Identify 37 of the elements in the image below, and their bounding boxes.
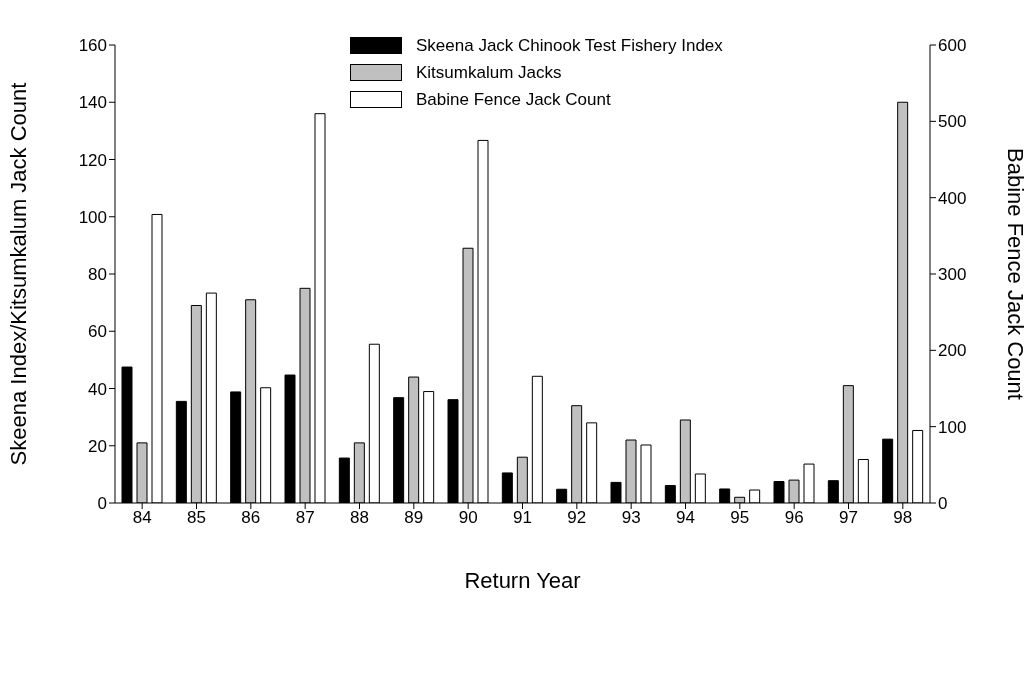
y-tick-label: 100 (78, 207, 107, 227)
legend-label: Babine Fence Jack Count (416, 89, 611, 110)
y-tick-label: 20 (88, 436, 107, 456)
y-axis-title: Skeena Index/Kitsumkalum Jack Count (5, 82, 31, 466)
y-tick-label: 140 (78, 93, 107, 113)
y-tick-label: 120 (78, 150, 107, 170)
y-tick-label: 60 (88, 322, 107, 342)
x-tick-label: 88 (350, 508, 369, 528)
y2-tick-label: 500 (938, 112, 967, 132)
y2-tick-label: 0 (938, 494, 948, 514)
y-tick-label: 0 (97, 494, 107, 514)
x-tick-label: 92 (567, 508, 587, 528)
y2-tick-label: 400 (938, 188, 967, 208)
x-tick-label: 86 (241, 508, 261, 528)
x-tick-label: 98 (893, 508, 913, 528)
x-tick-label: 91 (513, 508, 532, 528)
y-tick-label: 160 (78, 36, 107, 56)
x-tick-label: 94 (676, 508, 695, 528)
legend-label: Kitsumkalum Jacks (416, 62, 562, 83)
x-tick-label: 90 (458, 508, 478, 528)
y2-tick-label: 200 (938, 341, 967, 361)
y2-axis-title: Babine Fence Jack Count (1003, 148, 1028, 400)
x-tick-label: 85 (187, 508, 206, 528)
y2-tick-label: 100 (938, 417, 967, 437)
legend-label: Skeena Jack Chinook Test Fishery Index (416, 35, 723, 56)
x-tick-label: 97 (839, 508, 858, 528)
x-tick-label: 87 (295, 508, 315, 528)
y2-tick-label: 600 (938, 36, 967, 56)
y2-tick-label: 300 (938, 265, 967, 285)
x-tick-label: 96 (784, 508, 804, 528)
x-tick-label: 84 (132, 508, 152, 528)
y-tick-label: 40 (88, 379, 107, 399)
x-tick-label: 89 (404, 508, 424, 528)
y-tick-label: 80 (88, 265, 107, 285)
x-tick-label: 95 (730, 508, 750, 528)
x-axis-title: Return Year (464, 568, 581, 593)
x-tick-label: 93 (621, 508, 641, 528)
